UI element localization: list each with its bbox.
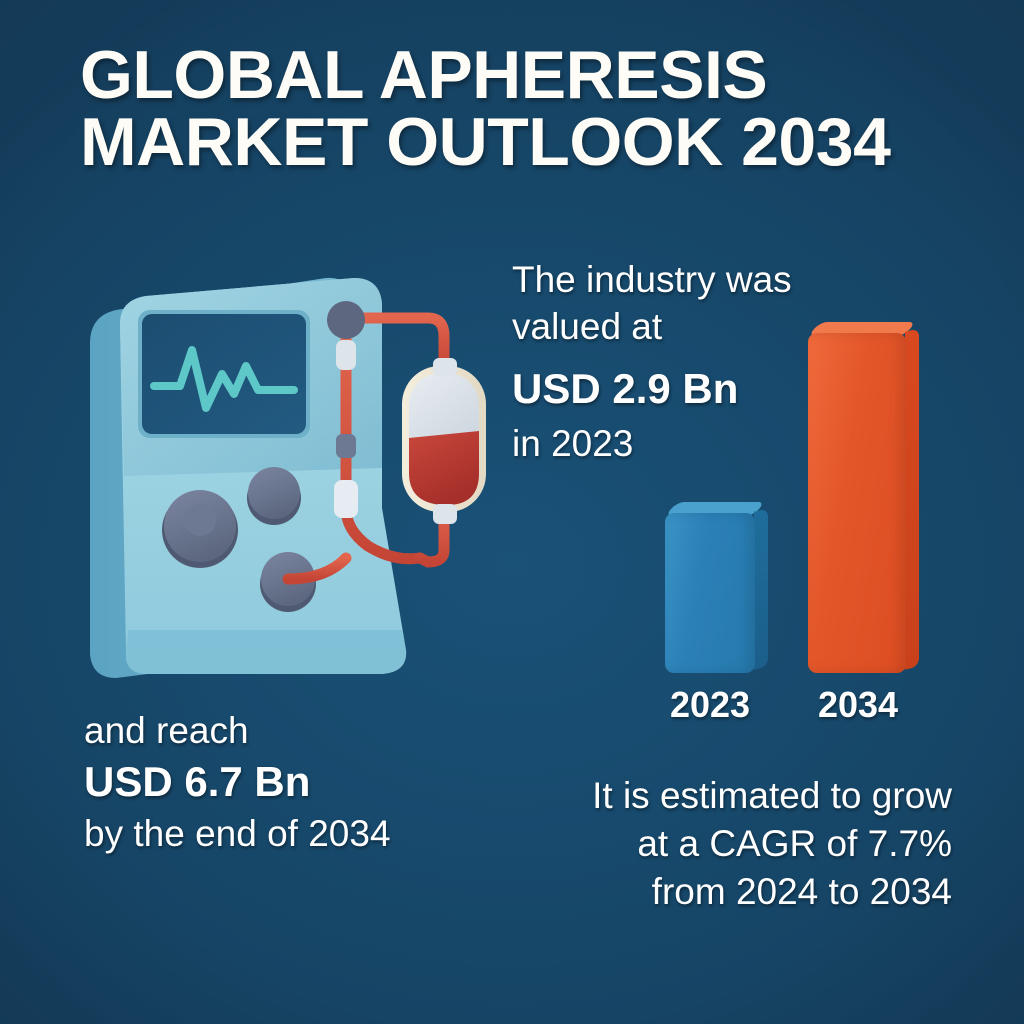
reach-text-block: and reach USD 6.7 Bn by the end of 2034	[84, 707, 504, 857]
value-amount-2023: USD 2.9 Bn	[512, 364, 739, 412]
machine-svg	[90, 277, 486, 678]
reach-lead: and reach	[84, 710, 249, 751]
machine-base-bevel	[125, 630, 407, 674]
bag-top-port	[433, 358, 457, 376]
bar-2023[interactable]	[664, 502, 768, 673]
reach-year-2034: by the end of 2034	[84, 812, 391, 854]
tube-bag-return	[414, 502, 450, 568]
value-text-block: The industry was valued at USD 2.9 Bn in…	[512, 256, 912, 467]
clamp-upper	[336, 340, 356, 370]
cagr-line-1: It is estimated to grow	[592, 775, 952, 816]
bar-2023-side-face	[754, 508, 768, 670]
tube-knob-low	[282, 552, 352, 585]
cagr-line-2: at a CAGR of 7.7%	[637, 823, 952, 865]
bar-2034-front-face	[808, 333, 906, 673]
page-title: GLOBAL APHERESIS MARKET OUTLOOK 2034	[80, 37, 980, 180]
clamp-mid	[336, 434, 356, 458]
bag-bottom-port	[433, 504, 457, 524]
port-valve-icon	[327, 301, 365, 339]
reach-amount-2034: USD 6.7 Bn	[84, 758, 311, 806]
value-lead-line-1: The industry was	[512, 259, 792, 300]
bar-label-2023: 2023	[669, 684, 751, 725]
bar-2034[interactable]	[807, 322, 919, 673]
blood-fill	[409, 431, 479, 505]
clamp-lower	[334, 480, 358, 518]
apheresis-machine-illustration	[76, 258, 506, 693]
bar-label-2034: 2034	[817, 684, 899, 725]
cagr-text-block: It is estimated to grow at a CAGR of 7.7…	[470, 772, 952, 916]
value-lead-line-2: valued at	[512, 306, 663, 348]
title-line-2: MARKET OUTLOOK 2034	[80, 103, 891, 180]
ecg-waveform-icon	[150, 346, 298, 412]
knob-large-center	[184, 504, 216, 536]
title-line-1: GLOBAL APHERESIS	[80, 37, 768, 113]
value-year-2023: in 2023	[512, 422, 634, 464]
cagr-line-3: from 2024 to 2034	[651, 871, 952, 913]
bar-2023-front-face	[665, 513, 755, 673]
bar-chart: 2023 2034	[620, 300, 960, 740]
